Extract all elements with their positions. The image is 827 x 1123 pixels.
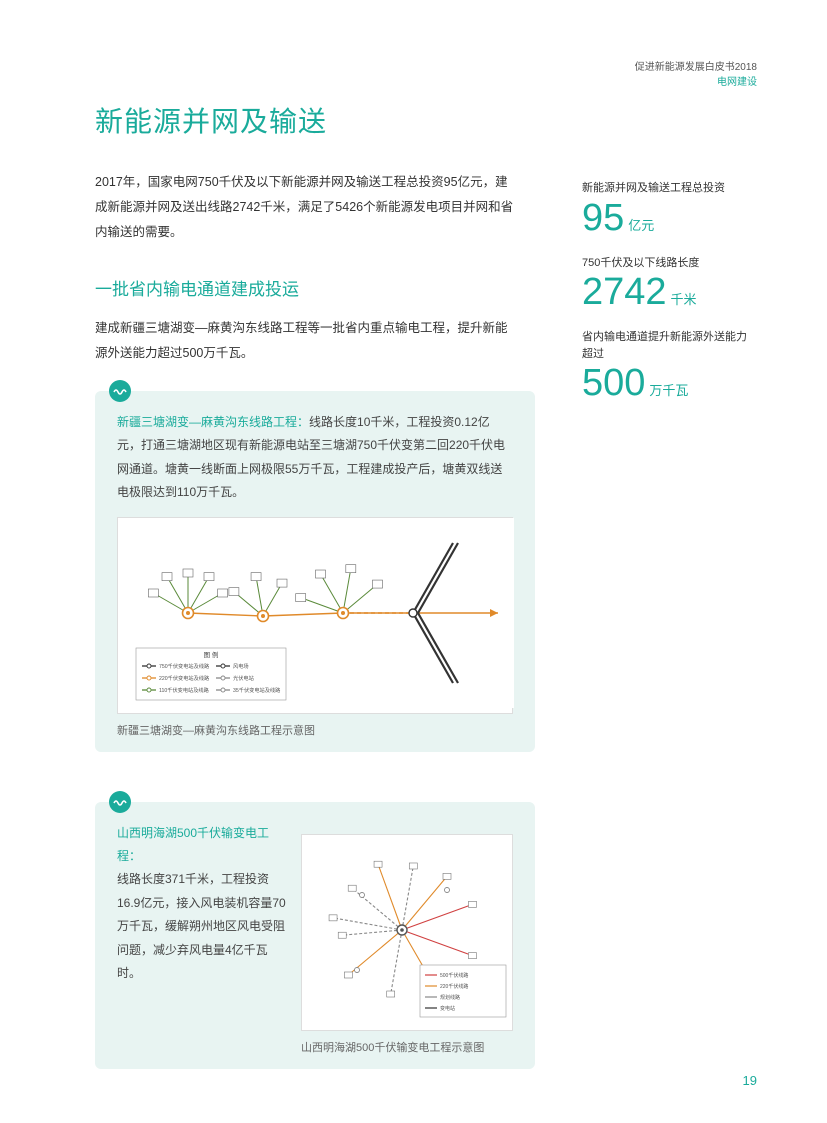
doc-title: 促进新能源发展白皮书2018 <box>635 60 757 75</box>
card-text: 山西明海湖500千伏输变电工程： 线路长度371千米，工程投资16.9亿元，接入风… <box>117 822 287 986</box>
svg-text:图 例: 图 例 <box>204 650 219 659</box>
stat-value: 500 <box>582 362 645 404</box>
stat-unit: 亿元 <box>628 218 654 233</box>
subsection-heading: 一批省内输电通道建成投运 <box>95 275 515 300</box>
svg-text:规划线路: 规划线路 <box>440 994 460 1001</box>
svg-text:风电场: 风电场 <box>233 662 249 670</box>
stat-label: 省内输电通道提升新能源外送能力超过 <box>582 329 757 362</box>
diagram-xinjiang: 图 例 750千伏变电站及线路 220千伏变电站及线路 110千伏变电站及线路 风电场光… <box>117 517 513 714</box>
subsection-intro: 建成新疆三塘湖变—麻黄沟东线路工程等一批省内重点输电工程，提升新能源外送能力超过… <box>95 316 515 366</box>
svg-text:500千伏线路: 500千伏线路 <box>440 972 468 979</box>
diagram-shanxi: 500千伏线路 220千伏线路规划线路变电站 <box>301 834 513 1031</box>
project-card-shanxi: 山西明海湖500千伏输变电工程： 线路长度371千米，工程投资16.9亿元，接入风… <box>95 802 535 1069</box>
stats-sidebar: 新能源并网及输送工程总投资 95 亿元 750千伏及以下线路长度 2742 千米 省… <box>582 180 757 420</box>
diagram-caption: 山西明海湖500千伏输变电工程示意图 <box>301 1039 513 1055</box>
svg-text:光伏电站: 光伏电站 <box>233 674 254 682</box>
stat-value: 2742 <box>582 271 667 313</box>
page-number: 19 <box>743 1073 757 1088</box>
stat-capacity: 省内输电通道提升新能源外送能力超过 500 万千瓦 <box>582 329 757 402</box>
card-lead: 山西明海湖500千伏输变电工程： <box>117 826 269 863</box>
svg-text:110千伏变电站及线路: 110千伏变电站及线路 <box>159 686 210 694</box>
wave-icon <box>109 380 131 402</box>
stat-label: 750千伏及以下线路长度 <box>582 255 757 272</box>
wave-icon <box>109 791 131 813</box>
stat-unit: 万千瓦 <box>649 383 688 398</box>
svg-text:220千伏线路: 220千伏线路 <box>440 983 468 990</box>
svg-text:35千伏变电站及线路: 35千伏变电站及线路 <box>233 686 281 694</box>
stat-unit: 千米 <box>671 292 697 307</box>
svg-text:750千伏变电站及线路: 750千伏变电站及线路 <box>159 662 210 670</box>
card-text: 新疆三塘湖变—麻黄沟东线路工程：线路长度10千米，工程投资0.12亿元，打通三塘… <box>117 411 513 505</box>
intro-paragraph: 2017年，国家电网750千伏及以下新能源并网及输送工程总投资95亿元，建成新能… <box>95 170 515 245</box>
diagram-caption: 新疆三塘湖变—麻黄沟东线路工程示意图 <box>117 722 513 738</box>
project-card-xinjiang: 新疆三塘湖变—麻黄沟东线路工程：线路长度10千米，工程投资0.12亿元，打通三塘… <box>95 391 535 752</box>
card-lead: 新疆三塘湖变—麻黄沟东线路工程： <box>117 415 309 429</box>
section-name: 电网建设 <box>635 75 757 90</box>
card-body: 线路长度371千米，工程投资16.9亿元，接入风电装机容量70万千瓦，缓解朔州地… <box>117 872 286 980</box>
svg-text:220千伏变电站及线路: 220千伏变电站及线路 <box>159 674 210 682</box>
stat-label: 新能源并网及输送工程总投资 <box>582 180 757 197</box>
page-title: 新能源并网及输送 <box>95 100 757 140</box>
stat-length: 750千伏及以下线路长度 2742 千米 <box>582 255 757 312</box>
stat-investment: 新能源并网及输送工程总投资 95 亿元 <box>582 180 757 237</box>
header-meta: 促进新能源发展白皮书2018 电网建设 <box>635 60 757 90</box>
stat-value: 95 <box>582 197 624 239</box>
svg-text:变电站: 变电站 <box>440 1005 455 1012</box>
main-column: 2017年，国家电网750千伏及以下新能源并网及输送工程总投资95亿元，建成新能… <box>95 170 515 1119</box>
